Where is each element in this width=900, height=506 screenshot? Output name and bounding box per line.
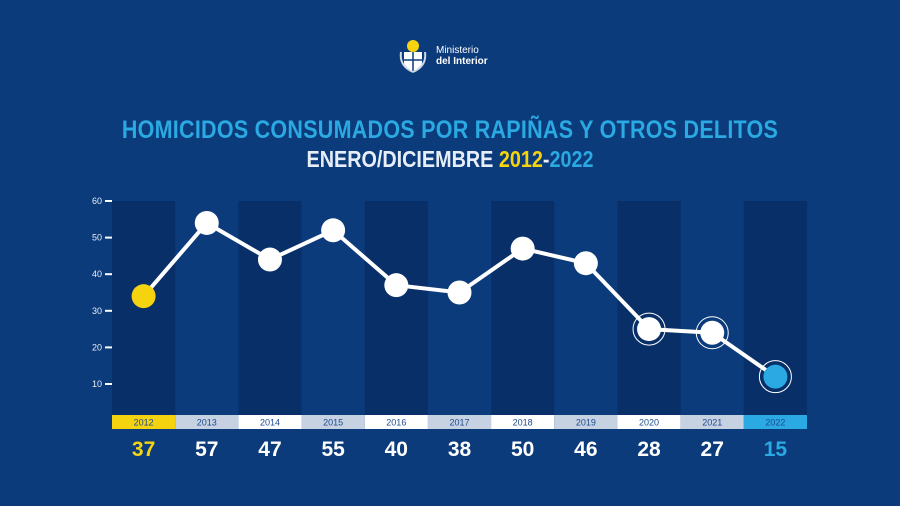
data-point [131, 284, 156, 309]
y-tick-label: 30 [92, 306, 102, 316]
y-tick-label: 20 [92, 342, 102, 352]
point-halo [695, 316, 729, 350]
y-tick-label: 40 [92, 269, 102, 279]
y-tick-label: 60 [92, 196, 102, 206]
data-point [700, 320, 725, 345]
logo-line2: del Interior [436, 56, 488, 67]
data-label: 27 [701, 438, 724, 461]
subtitle-end-year: 2022 [549, 146, 594, 172]
chart-title: HOMICIDOS CONSUMADOS POR RAPIÑAS Y OTROS… [121, 116, 779, 144]
column-band [238, 201, 302, 415]
data-point [257, 247, 282, 272]
year-label: 2015 [323, 418, 343, 428]
data-label: 37 [132, 438, 155, 461]
subtitle-start-year: 2012 [498, 146, 543, 172]
year-label: 2013 [197, 418, 217, 428]
y-tick-mark [105, 346, 112, 349]
data-point [637, 317, 662, 342]
year-label: 2020 [639, 418, 659, 428]
data-label: 50 [511, 438, 534, 461]
year-label: 2016 [386, 418, 406, 428]
data-point [763, 364, 788, 389]
ministry-logo: Ministerio del Interior [398, 38, 488, 74]
year-label: 2018 [513, 418, 533, 428]
data-label: 46 [574, 438, 597, 461]
y-tick-mark [105, 383, 112, 385]
column-band [364, 201, 428, 415]
coat-of-arms-icon [399, 40, 427, 73]
year-label: 2017 [449, 418, 469, 428]
data-point [384, 273, 409, 298]
year-cell [680, 415, 744, 429]
year-cell [112, 415, 176, 429]
point-halo [632, 312, 666, 346]
year-cell [743, 415, 807, 429]
year-label: 2022 [765, 418, 785, 428]
data-point [194, 210, 219, 235]
year-cell [427, 415, 492, 429]
year-label: 2021 [702, 418, 722, 428]
data-label: 57 [195, 438, 218, 461]
data-point [447, 280, 472, 305]
year-cell [491, 415, 555, 429]
year-cell [364, 415, 428, 429]
y-tick-mark [105, 200, 112, 202]
y-tick-mark [105, 309, 112, 312]
data-point [510, 236, 535, 261]
data-label: 38 [448, 438, 472, 461]
column-band [491, 201, 555, 415]
year-label: 2012 [134, 418, 154, 428]
year-label: 2014 [260, 418, 280, 428]
data-label: 28 [637, 438, 661, 461]
y-tick-mark [105, 273, 112, 276]
subtitle-prefix: ENERO/DICIEMBRE [306, 146, 499, 172]
chart-subtitle: ENERO/DICIEMBRE 2012-2022 [63, 146, 837, 173]
year-cell [554, 415, 618, 429]
y-tick-label: 50 [92, 233, 102, 243]
data-label: 47 [258, 438, 281, 461]
data-label: 55 [321, 438, 345, 461]
year-cell [175, 415, 239, 429]
y-tick-mark [105, 236, 112, 239]
year-cell [617, 415, 681, 429]
subtitle-sep: - [542, 146, 550, 172]
year-cell [301, 415, 365, 429]
data-point [573, 251, 598, 276]
data-label: 40 [385, 438, 408, 461]
point-halo [758, 360, 792, 394]
year-label: 2019 [576, 418, 596, 428]
year-cell [238, 415, 302, 429]
data-label: 15 [764, 438, 788, 461]
y-tick-label: 10 [92, 379, 102, 389]
logo-line1: Ministerio [436, 45, 479, 56]
data-point [321, 218, 346, 243]
